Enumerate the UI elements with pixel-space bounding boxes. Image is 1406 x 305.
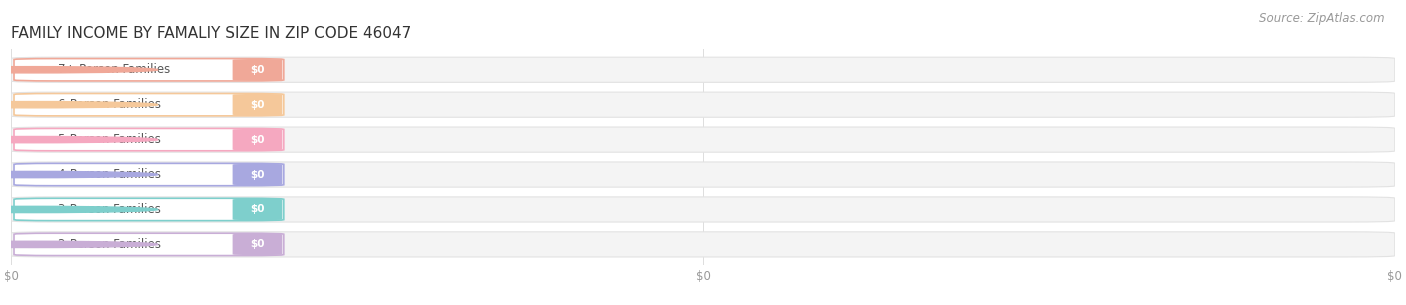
- FancyBboxPatch shape: [14, 163, 284, 186]
- FancyBboxPatch shape: [232, 199, 283, 220]
- Text: 2-Person Families: 2-Person Families: [58, 238, 162, 251]
- Circle shape: [0, 206, 157, 213]
- Circle shape: [0, 102, 157, 108]
- FancyBboxPatch shape: [11, 197, 1395, 222]
- Circle shape: [0, 66, 157, 73]
- Text: Source: ZipAtlas.com: Source: ZipAtlas.com: [1260, 12, 1385, 25]
- FancyBboxPatch shape: [14, 128, 284, 151]
- FancyBboxPatch shape: [14, 198, 284, 221]
- FancyBboxPatch shape: [232, 234, 283, 255]
- FancyBboxPatch shape: [11, 92, 1395, 117]
- Text: $0: $0: [250, 135, 264, 145]
- Text: $0: $0: [250, 239, 264, 249]
- Text: 4-Person Families: 4-Person Families: [58, 168, 162, 181]
- Text: $0: $0: [250, 170, 264, 180]
- FancyBboxPatch shape: [232, 129, 283, 150]
- Text: 6-Person Families: 6-Person Families: [58, 98, 162, 111]
- FancyBboxPatch shape: [14, 59, 284, 81]
- FancyBboxPatch shape: [11, 162, 1395, 187]
- FancyBboxPatch shape: [232, 59, 283, 81]
- FancyBboxPatch shape: [11, 232, 1395, 257]
- Circle shape: [0, 136, 157, 143]
- Text: 5-Person Families: 5-Person Families: [58, 133, 162, 146]
- FancyBboxPatch shape: [232, 94, 283, 116]
- FancyBboxPatch shape: [232, 164, 283, 185]
- Circle shape: [0, 241, 157, 248]
- FancyBboxPatch shape: [14, 233, 284, 256]
- FancyBboxPatch shape: [11, 127, 1395, 152]
- Text: $0: $0: [250, 100, 264, 110]
- FancyBboxPatch shape: [11, 57, 1395, 82]
- Text: $0: $0: [250, 65, 264, 75]
- Text: $0: $0: [250, 204, 264, 214]
- Circle shape: [0, 171, 157, 178]
- Text: 3-Person Families: 3-Person Families: [58, 203, 162, 216]
- Text: FAMILY INCOME BY FAMALIY SIZE IN ZIP CODE 46047: FAMILY INCOME BY FAMALIY SIZE IN ZIP COD…: [11, 26, 412, 41]
- Text: 7+ Person Families: 7+ Person Families: [58, 63, 170, 76]
- FancyBboxPatch shape: [14, 94, 284, 116]
